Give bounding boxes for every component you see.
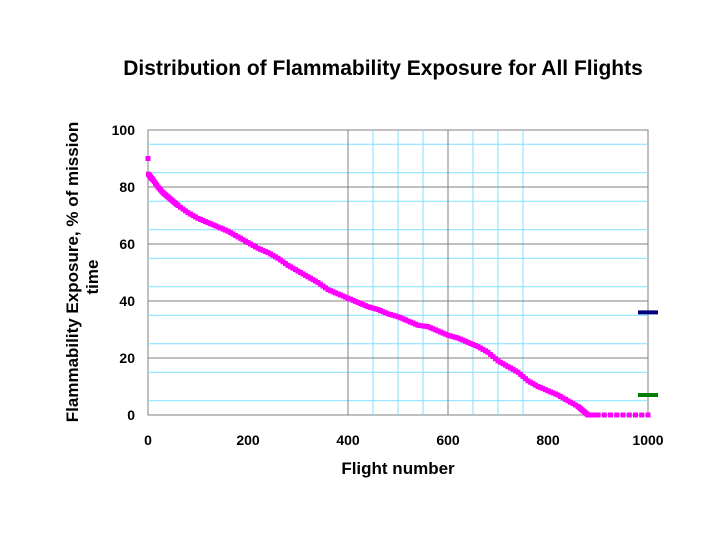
reference-markers — [638, 310, 658, 398]
y-tick-label: 100 — [112, 122, 136, 138]
chart-title: Distribution of Flammability Exposure fo… — [123, 57, 643, 80]
y-tick-label: 0 — [127, 407, 135, 423]
data-points — [145, 156, 651, 418]
data-point — [645, 412, 651, 418]
data-point — [595, 412, 601, 418]
data-point — [639, 412, 645, 418]
x-tick-label: 800 — [536, 432, 560, 448]
data-point — [614, 412, 620, 418]
y-axis-title-line-2: time — [83, 260, 102, 295]
y-tick-label: 20 — [119, 350, 135, 366]
data-point — [145, 156, 151, 161]
x-tick-label: 0 — [144, 432, 152, 448]
data-point — [601, 412, 607, 418]
y-tick-label: 60 — [119, 236, 135, 252]
x-tick-label: 200 — [236, 432, 260, 448]
x-axis-title: Flight number — [341, 459, 455, 478]
data-point — [620, 412, 626, 418]
data-point — [608, 412, 613, 418]
x-tick-label: 600 — [436, 432, 460, 448]
x-tick-label: 1000 — [632, 432, 663, 448]
y-tick-label: 40 — [119, 293, 135, 309]
tick-labels: 0 200 400 600 800 1000 0 20 40 60 80 100 — [112, 122, 664, 448]
x-tick-label: 400 — [336, 432, 360, 448]
data-point — [626, 412, 632, 418]
y-tick-label: 80 — [119, 179, 135, 195]
y-axis-title: Flammability Exposure, % of mission — [63, 122, 82, 422]
data-point — [633, 412, 638, 418]
